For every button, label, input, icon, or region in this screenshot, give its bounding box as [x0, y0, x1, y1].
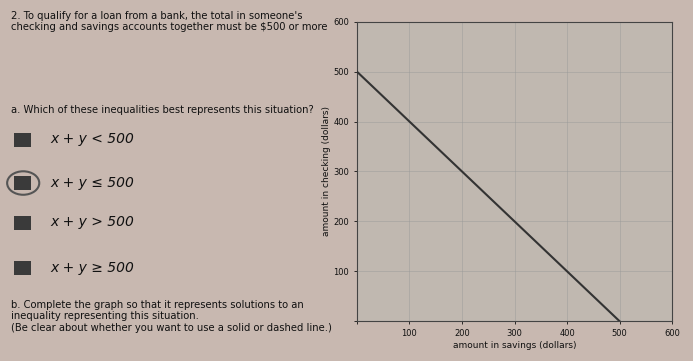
Text: b. Complete the graph so that it represents solutions to an
inequality represent: b. Complete the graph so that it represe…: [10, 300, 331, 333]
Text: 2. To qualify for a loan from a bank, the total in someone's
checking and saving: 2. To qualify for a loan from a bank, th…: [10, 11, 327, 32]
Text: x + y ≥ 500: x + y ≥ 500: [50, 261, 134, 274]
Text: x + y > 500: x + y > 500: [50, 216, 134, 229]
Y-axis label: amount in checking (dollars): amount in checking (dollars): [322, 106, 331, 236]
FancyBboxPatch shape: [15, 261, 30, 275]
Text: a. Which of these inequalities best represents this situation?: a. Which of these inequalities best repr…: [10, 105, 313, 115]
X-axis label: amount in savings (dollars): amount in savings (dollars): [453, 341, 577, 350]
FancyBboxPatch shape: [15, 216, 30, 230]
Text: x + y ≤ 500: x + y ≤ 500: [50, 176, 134, 190]
FancyBboxPatch shape: [15, 133, 30, 147]
Text: x + y < 500: x + y < 500: [50, 132, 134, 146]
FancyBboxPatch shape: [15, 176, 30, 190]
